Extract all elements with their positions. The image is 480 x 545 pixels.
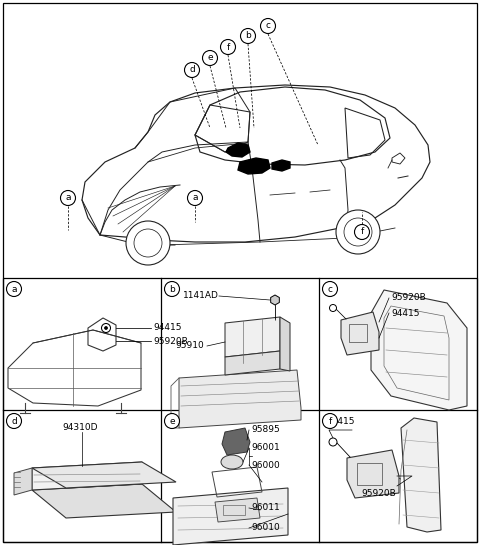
- Circle shape: [7, 414, 22, 428]
- Text: 95895: 95895: [251, 426, 280, 434]
- Polygon shape: [32, 484, 176, 518]
- Text: 95920B: 95920B: [391, 294, 426, 302]
- Circle shape: [261, 19, 276, 33]
- Text: 94310D: 94310D: [62, 423, 97, 433]
- Circle shape: [220, 39, 236, 54]
- Text: c: c: [265, 21, 271, 31]
- Circle shape: [329, 305, 336, 312]
- Text: 96000: 96000: [251, 461, 280, 469]
- Text: e: e: [169, 416, 175, 426]
- Text: 94415: 94415: [391, 308, 420, 318]
- Text: a: a: [65, 193, 71, 203]
- Circle shape: [323, 282, 337, 296]
- Circle shape: [355, 225, 370, 239]
- Text: a: a: [11, 284, 17, 294]
- Bar: [223, 505, 245, 515]
- Text: f: f: [328, 416, 332, 426]
- Bar: [3, 278, 477, 542]
- Text: 95920B: 95920B: [153, 336, 188, 346]
- Polygon shape: [272, 160, 290, 171]
- Polygon shape: [32, 462, 142, 490]
- Polygon shape: [371, 290, 467, 410]
- Polygon shape: [225, 351, 280, 375]
- Circle shape: [165, 414, 180, 428]
- Circle shape: [203, 51, 217, 65]
- Ellipse shape: [221, 455, 243, 469]
- Polygon shape: [341, 312, 379, 355]
- Polygon shape: [215, 498, 260, 522]
- Text: e: e: [207, 53, 213, 63]
- Circle shape: [60, 191, 75, 205]
- Polygon shape: [222, 428, 250, 455]
- Text: c: c: [327, 284, 333, 294]
- Circle shape: [126, 221, 170, 265]
- Text: 96001: 96001: [251, 444, 280, 452]
- Circle shape: [336, 210, 380, 254]
- Circle shape: [329, 438, 337, 446]
- Text: b: b: [245, 32, 251, 40]
- Polygon shape: [14, 468, 32, 495]
- Text: 96010: 96010: [251, 524, 280, 532]
- Text: d: d: [11, 416, 17, 426]
- Text: 1141AD: 1141AD: [183, 292, 219, 300]
- Circle shape: [323, 414, 337, 428]
- Polygon shape: [347, 450, 399, 498]
- Polygon shape: [225, 317, 280, 357]
- Circle shape: [240, 28, 255, 44]
- Polygon shape: [280, 317, 290, 371]
- Polygon shape: [179, 370, 301, 428]
- Polygon shape: [271, 295, 279, 305]
- Text: d: d: [189, 65, 195, 75]
- Text: f: f: [227, 43, 229, 51]
- Text: 95920B: 95920B: [361, 488, 396, 498]
- Polygon shape: [226, 143, 250, 157]
- Text: 94415: 94415: [153, 324, 181, 332]
- Polygon shape: [238, 158, 270, 174]
- Bar: [357, 463, 382, 485]
- Text: b: b: [169, 284, 175, 294]
- Polygon shape: [173, 488, 288, 545]
- Text: 95910: 95910: [175, 342, 204, 350]
- Polygon shape: [32, 462, 176, 488]
- Circle shape: [188, 191, 203, 205]
- Text: 94415: 94415: [326, 417, 355, 427]
- Bar: [349, 324, 367, 342]
- Polygon shape: [401, 418, 441, 532]
- Circle shape: [184, 63, 200, 77]
- Text: a: a: [192, 193, 198, 203]
- Text: f: f: [360, 227, 364, 237]
- Circle shape: [105, 326, 108, 330]
- Circle shape: [7, 282, 22, 296]
- Circle shape: [165, 282, 180, 296]
- Text: 96011: 96011: [251, 504, 280, 512]
